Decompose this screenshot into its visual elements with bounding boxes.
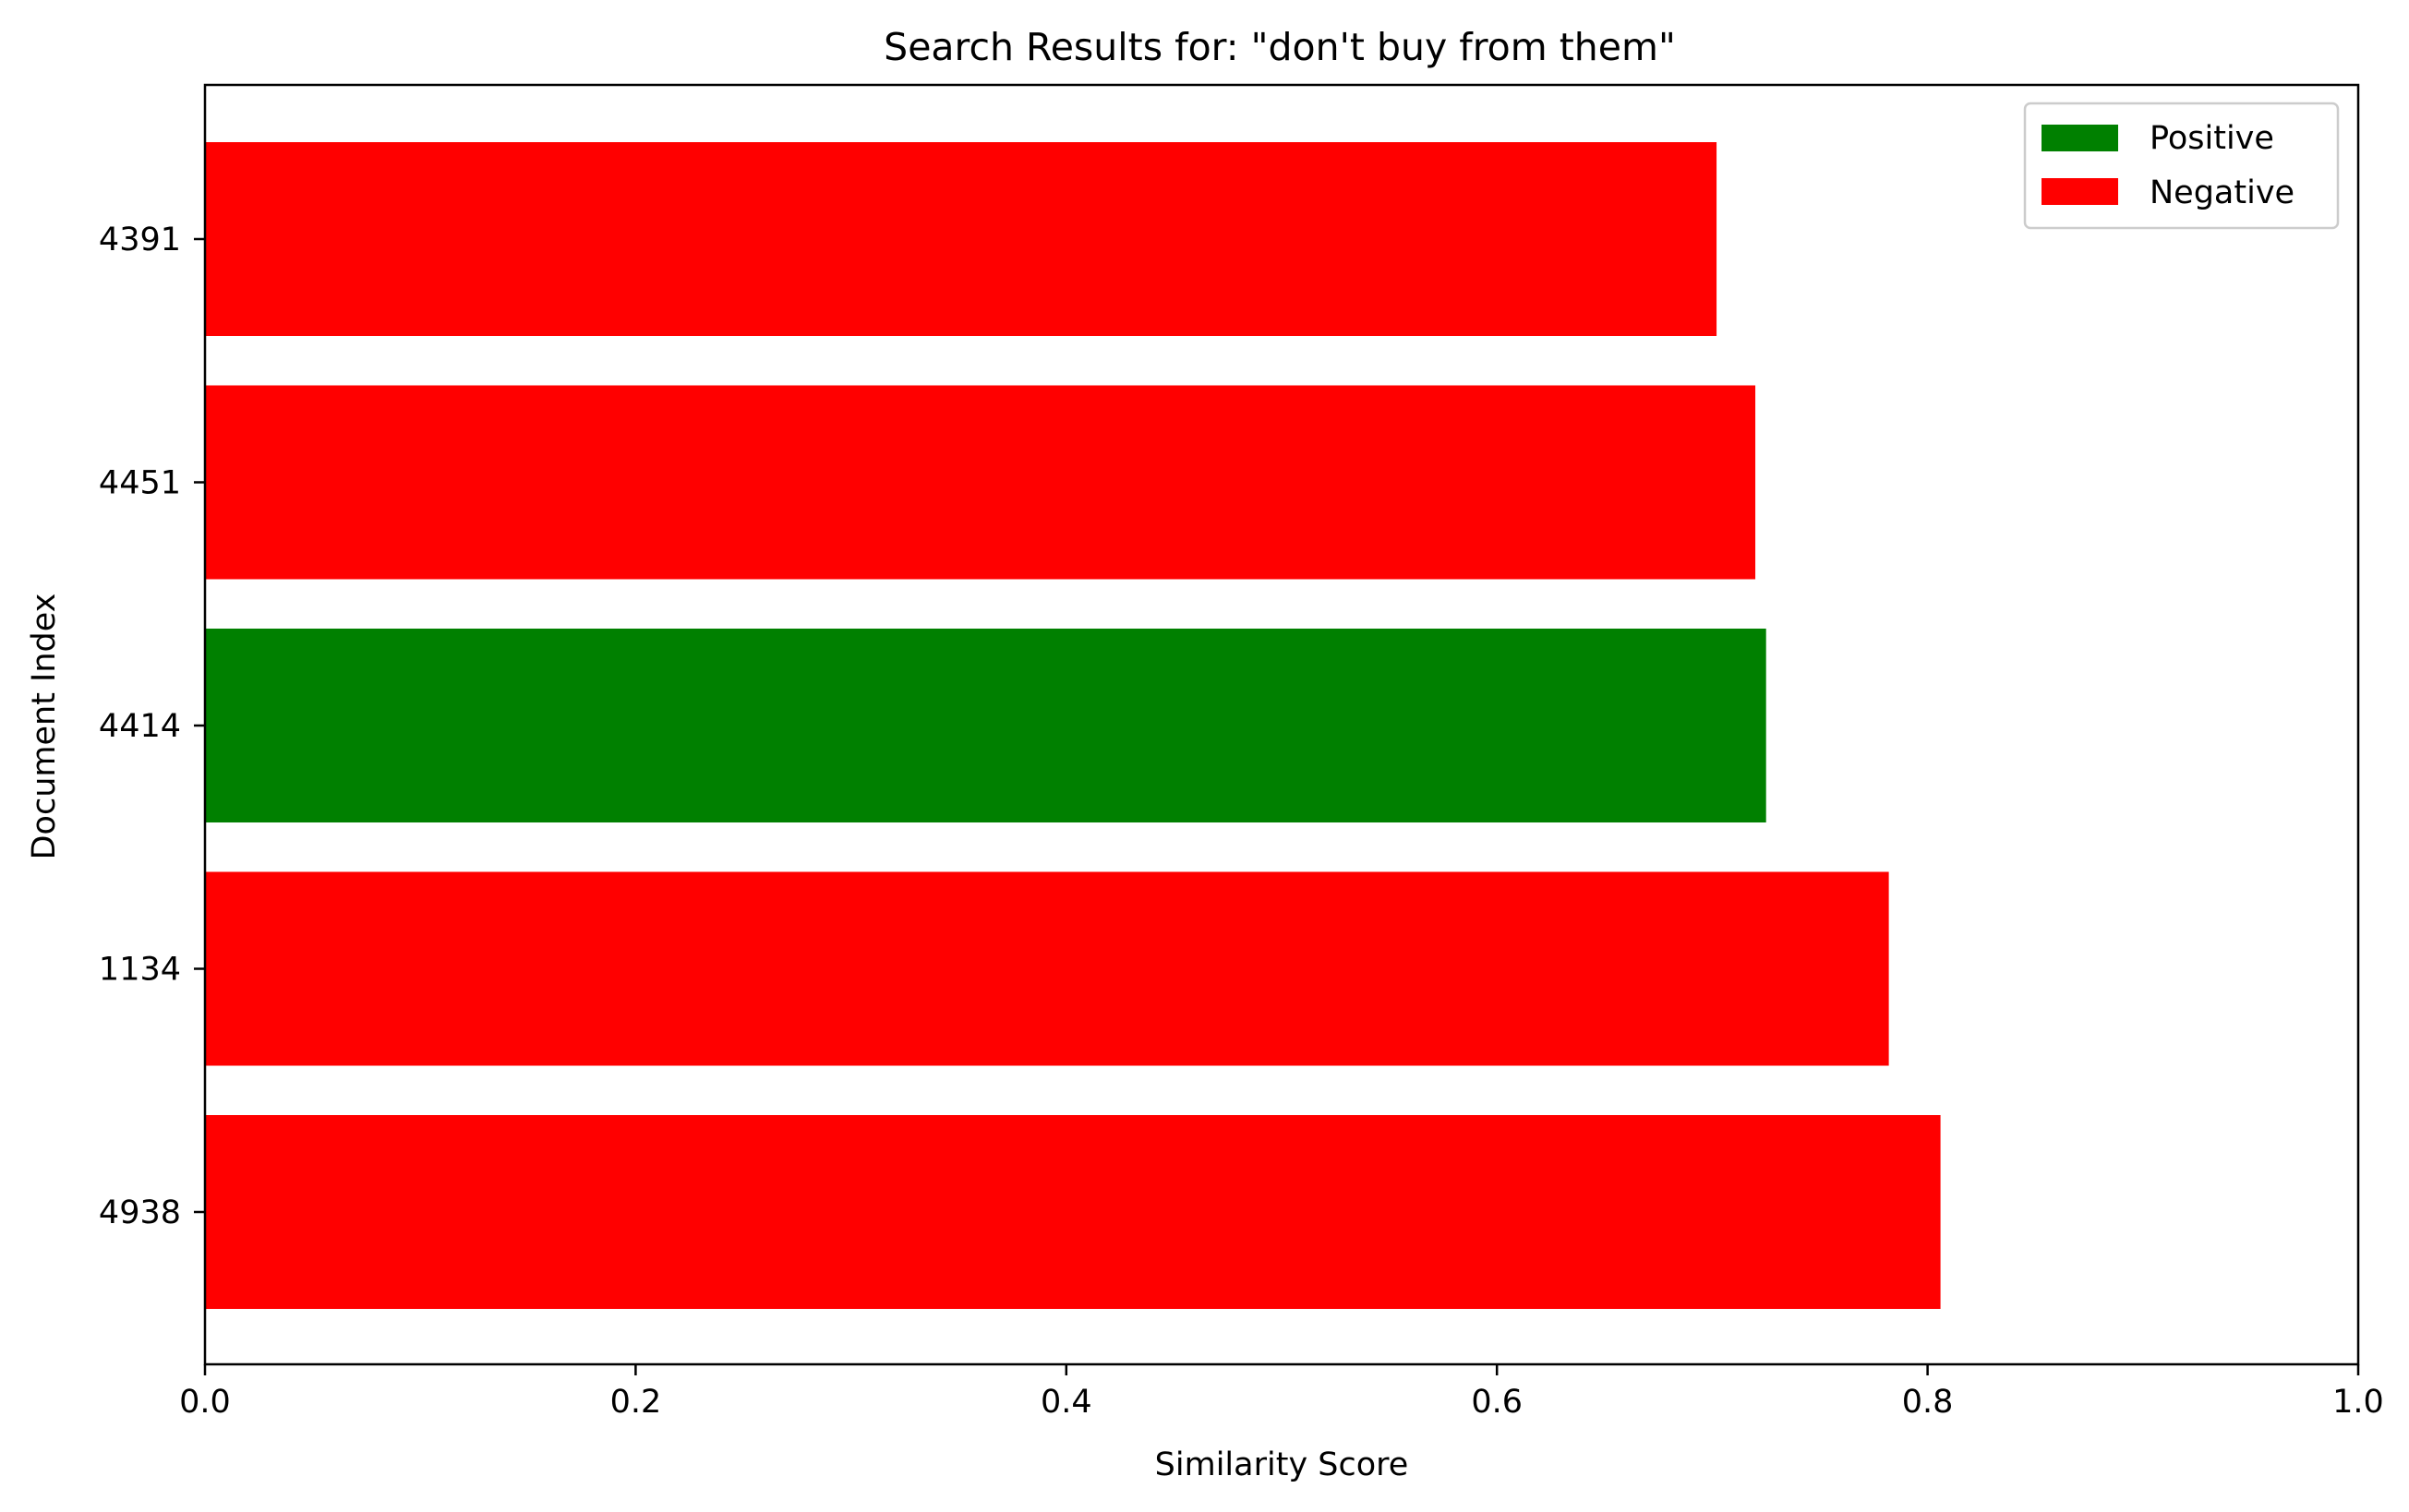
bar-4391	[205, 142, 1717, 336]
bars-layer	[205, 142, 1941, 1309]
x-tick-label: 1.0	[2332, 1384, 2384, 1421]
chart-title: Search Results for: "don't buy from them…	[884, 25, 1676, 69]
y-tick-label: 4391	[99, 222, 181, 258]
x-tick-label: 0.6	[1471, 1384, 1523, 1421]
y-tick-label: 4451	[99, 465, 181, 502]
legend-swatch-positive	[2042, 125, 2118, 151]
x-tick-label: 0.0	[179, 1384, 231, 1421]
x-tick-label: 0.8	[1902, 1384, 1954, 1421]
x-tick-label: 0.4	[1041, 1384, 1092, 1421]
legend-label-positive: Positive	[2150, 120, 2274, 157]
bar-4451	[205, 385, 1756, 580]
y-tick-label: 1134	[99, 952, 181, 989]
legend: Positive Negative	[2023, 102, 2340, 230]
y-axis-label: Document Index	[26, 594, 63, 860]
x-axis-label: Similarity Score	[1155, 1446, 1409, 1483]
legend-label-negative: Negative	[2150, 174, 2295, 211]
bar-1134	[205, 871, 1889, 1066]
y-tick-label: 4938	[99, 1194, 181, 1231]
legend-swatch-negative	[2042, 178, 2118, 205]
y-tick-label: 4414	[99, 708, 181, 745]
x-tick-label: 0.2	[610, 1384, 662, 1421]
bar-4938	[205, 1115, 1941, 1309]
x-axis: 0.0 0.2 0.4 0.6 0.8 1.0	[179, 1364, 2384, 1421]
bar-4414	[205, 629, 1766, 822]
y-axis: 4938 1134 4414 4451 4391	[99, 222, 205, 1231]
